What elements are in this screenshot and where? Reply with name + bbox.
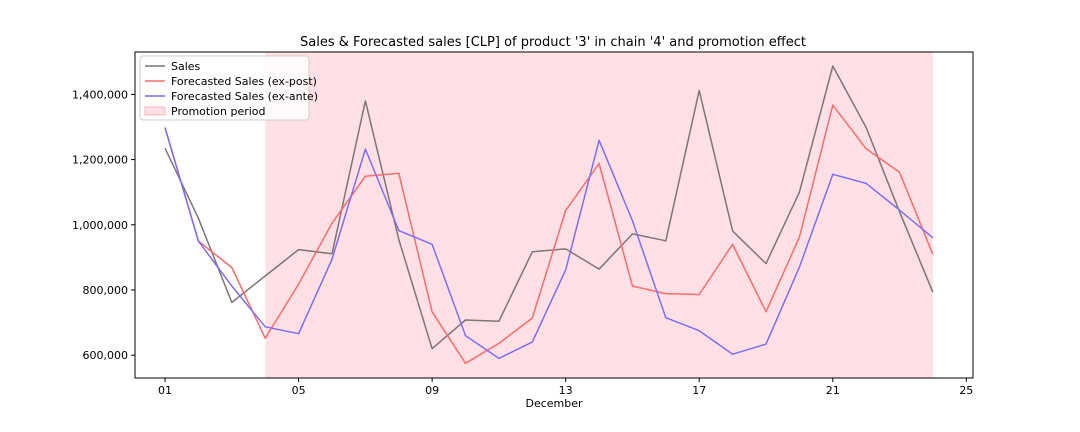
legend-label-2: Forecasted Sales (ex-ante) [171, 90, 318, 103]
legend-box [139, 55, 310, 121]
y-tick-label: 1,000,000 [72, 219, 128, 232]
y-tick-label: 800,000 [83, 284, 129, 297]
x-tick-label: 01 [158, 384, 172, 397]
x-tick-label: 13 [559, 384, 573, 397]
chart-title: Sales & Forecasted sales [CLP] of produc… [300, 35, 806, 50]
legend-label-3: Promotion period [171, 105, 266, 118]
plot-area [164, 52, 934, 378]
series-line-0 [164, 65, 934, 350]
x-tick-label: 09 [425, 384, 439, 397]
y-axis: 600,000 800,000 1,000,000 1,200,000 1,400,00… [72, 88, 135, 362]
y-tick-label: 1,200,000 [72, 154, 128, 167]
x-axis-label: December [525, 397, 583, 410]
legend: Sales Forecasted Sales (ex-post) Forecaste… [139, 55, 318, 121]
series-line-1 [164, 104, 934, 365]
plot-frame [134, 51, 974, 379]
series-line-2 [164, 127, 934, 360]
y-tick-label: 600,000 [83, 349, 129, 362]
y-tick-label: 1,400,000 [72, 88, 128, 101]
x-tick-label: 05 [292, 384, 306, 397]
x-axis: 01 05 09 13 17 21 25 [158, 378, 973, 397]
x-tick-label: 17 [692, 384, 706, 397]
legend-swatch-3 [144, 106, 166, 116]
legend-label-0: Sales [171, 60, 201, 73]
legend-label-1: Forecasted Sales (ex-post) [171, 75, 317, 88]
x-tick-label: 21 [826, 384, 840, 397]
x-tick-label: 25 [959, 384, 973, 397]
